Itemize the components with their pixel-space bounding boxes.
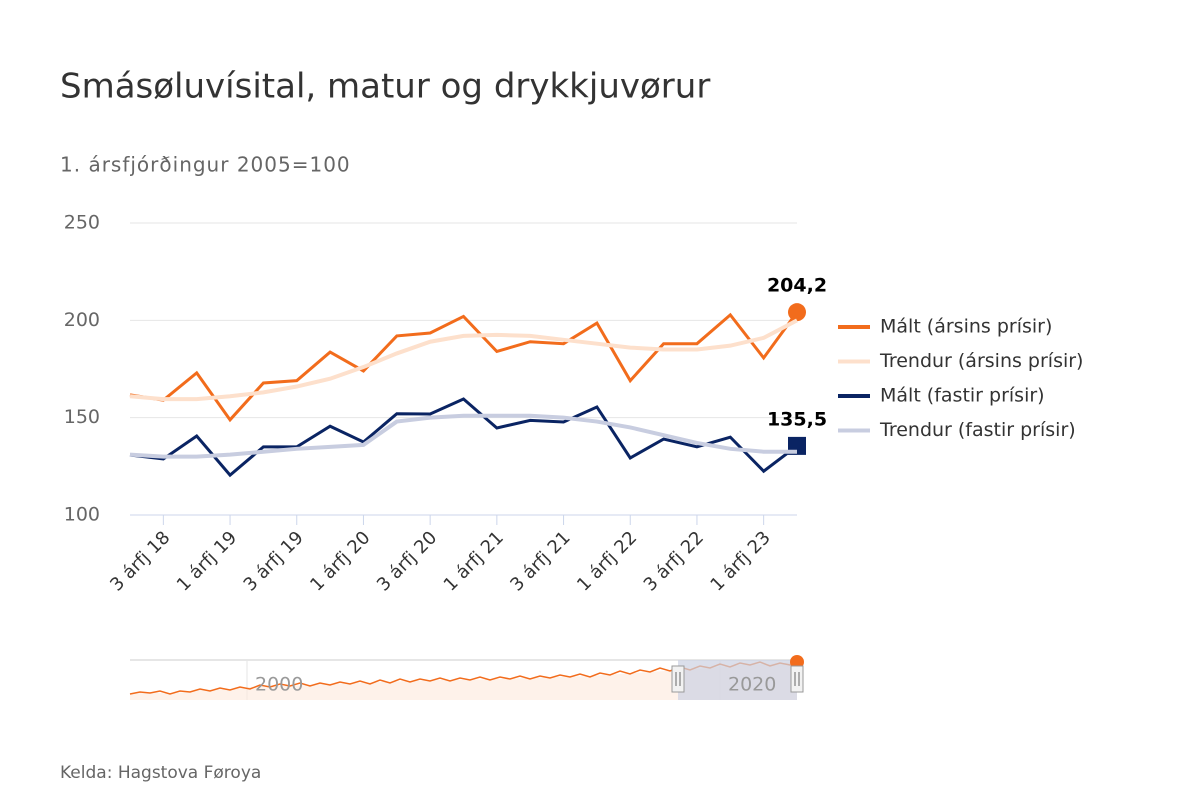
data-label: 204,2 [767, 275, 827, 297]
series-line [129, 413, 797, 459]
navigator-handle[interactable] [671, 665, 685, 693]
y-tick-label: 250 [64, 212, 100, 234]
navigator-area [130, 662, 797, 700]
series-line [129, 318, 798, 402]
point-marker [788, 303, 806, 322]
x-tick-label: 1 árfj 23 [706, 527, 774, 595]
series-line [129, 311, 799, 423]
x-tick-label: 3 árfj 20 [373, 527, 441, 595]
navigator-selection[interactable] [678, 660, 797, 700]
x-tick-label: 1 árfj 20 [306, 527, 374, 595]
navigator: 2000 2020 [129, 655, 804, 700]
navigator-label: 2020 [728, 674, 776, 696]
x-tick-label: 1 árfj 22 [573, 527, 641, 595]
x-tick-label: 3 árfj 22 [640, 527, 708, 595]
x-tick-label: 3 árfj 21 [506, 527, 574, 595]
data-label: 135,5 [767, 408, 827, 430]
navigator-label: 2000 [255, 674, 303, 696]
x-tick-label: 1 árfj 19 [173, 527, 241, 595]
legend-label: Mált (ársins prísir) [880, 316, 1052, 338]
y-tick-label: 100 [64, 504, 100, 526]
x-tick-label: 1 árfj 21 [440, 527, 508, 595]
x-tick-label: 3 árfj 18 [106, 527, 174, 595]
chart-title: Smásøluvísital, matur og drykkjuvørur [60, 67, 710, 107]
x-tick-label: 3 árfj 19 [240, 527, 308, 595]
navigator-handle[interactable] [790, 665, 804, 693]
y-tick-label: 150 [64, 406, 100, 428]
source: Kelda: Hagstova Føroya [60, 763, 261, 783]
series-line [129, 397, 798, 478]
chart-subtitle: 1. ársfjórðingur 2005=100 [60, 153, 351, 177]
legend-label: Mált (fastir prísir) [880, 385, 1045, 407]
legend-label: Trendur (fastir prísir) [879, 419, 1076, 441]
y-tick-label: 200 [64, 309, 100, 331]
legend-label: Trendur (ársins prísir) [879, 350, 1083, 372]
